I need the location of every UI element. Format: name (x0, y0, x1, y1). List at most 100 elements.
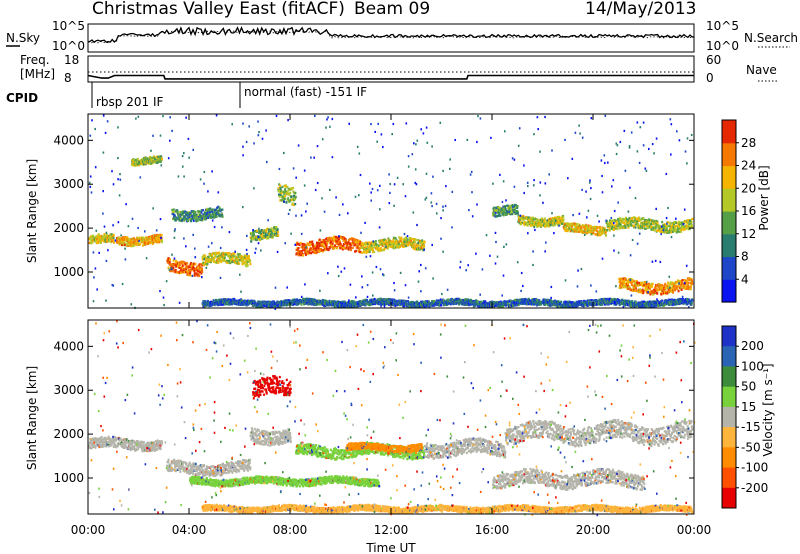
echo-cell (652, 283, 654, 285)
echo-cell (691, 221, 693, 223)
echo-cell (625, 278, 627, 280)
echo-cell (216, 216, 218, 218)
echo-cell (113, 234, 115, 236)
echo-cell (137, 158, 139, 160)
echo-cell (605, 234, 607, 236)
echo-cell (680, 230, 682, 232)
nave-tick-high: 60 (706, 53, 721, 67)
echo-cell (277, 234, 279, 236)
echo-cell (277, 231, 279, 233)
echo-cell (629, 217, 631, 219)
echo-cell (562, 216, 564, 218)
echo-cell (168, 267, 170, 269)
echo-cell (193, 267, 195, 269)
echo-cell (606, 229, 608, 231)
figure-title: Christmas Valley East (fitACF) (92, 0, 345, 19)
echo-cell (688, 282, 690, 284)
echo-cell (361, 252, 363, 254)
echo-cell (691, 218, 693, 220)
echo-cell (681, 288, 683, 290)
echo-cell (654, 229, 656, 231)
range-echo-band (166, 257, 203, 277)
echo-cell (277, 228, 279, 230)
range-echo-band (131, 155, 163, 167)
echo-cell (369, 251, 371, 253)
echo-cell (625, 227, 627, 229)
echo-cell (691, 283, 693, 285)
range-echo-band (606, 216, 694, 234)
echo-cell (228, 252, 230, 254)
echo-cell (424, 241, 426, 243)
echo-cell (273, 229, 275, 231)
echo-cell (290, 196, 292, 198)
echo-cell (187, 219, 189, 221)
range-echo-band (250, 226, 280, 243)
nave-label: Nave (746, 63, 777, 77)
nave-tick-low: 0 (706, 71, 714, 85)
echo-cell (173, 208, 175, 210)
echo-cell (245, 260, 247, 262)
echo-cell (517, 212, 519, 214)
range-echo-band (202, 298, 694, 309)
echo-cell (222, 215, 224, 217)
echo-cell (256, 230, 258, 232)
echo-cell (301, 303, 303, 305)
echo-cell (278, 187, 280, 189)
echo-cell (661, 221, 663, 223)
echo-cell (609, 229, 611, 231)
echo-cell (651, 285, 653, 287)
echo-cell (656, 292, 658, 294)
echo-cell (690, 288, 692, 290)
echo-cell (345, 239, 347, 241)
echo-cell (292, 187, 294, 189)
echo-cell (618, 219, 620, 221)
echo-cell (499, 214, 501, 216)
echo-cell (287, 197, 289, 199)
echo-cell (247, 264, 249, 266)
echo-cell (248, 255, 250, 257)
echo-cell (172, 267, 174, 269)
echo-cell (616, 228, 618, 230)
echo-cell (681, 279, 683, 281)
echo-cell (287, 191, 289, 193)
echo-cell (576, 223, 578, 225)
echo-cell (302, 254, 304, 256)
echo-cell (358, 248, 360, 250)
nsky-label: N.Sky (6, 31, 40, 45)
echo-cell (205, 257, 207, 259)
echo-cell (634, 290, 636, 292)
echo-cell (173, 211, 175, 213)
echo-cell (368, 242, 370, 244)
date-label: 14/May/2013 (585, 0, 697, 19)
echo-cell (124, 244, 126, 246)
nsearch-tick-low: 10^0 (706, 39, 739, 53)
echo-cell (265, 230, 267, 232)
echo-cell (401, 237, 403, 239)
echo-cell (587, 224, 589, 226)
echo-cell (200, 211, 202, 213)
nsearch-label: N.Search (744, 31, 798, 45)
echo-cell (675, 222, 677, 224)
echo-cell (217, 261, 219, 263)
echo-cell (311, 241, 313, 243)
echo-cell (687, 284, 689, 286)
echo-cell (503, 214, 505, 216)
echo-cell (161, 158, 163, 160)
echo-cell (305, 254, 307, 256)
freq-tick-low: 8 (64, 71, 72, 85)
echo-cell (289, 192, 291, 194)
echo-cell (195, 211, 197, 213)
echo-cell (332, 243, 334, 245)
echo-cell (421, 239, 423, 241)
echo-cell (180, 211, 182, 213)
echo-cell (599, 227, 601, 229)
range-echo-band (88, 233, 115, 244)
echo-cell (672, 291, 674, 293)
freq-label: Freq. (20, 53, 50, 67)
echo-cell (284, 198, 286, 200)
echo-cell (326, 245, 328, 247)
echo-cell (645, 228, 647, 230)
echo-cell (678, 290, 680, 292)
nsearch-tick-high: 10^5 (706, 19, 739, 33)
echo-cell (175, 219, 177, 221)
